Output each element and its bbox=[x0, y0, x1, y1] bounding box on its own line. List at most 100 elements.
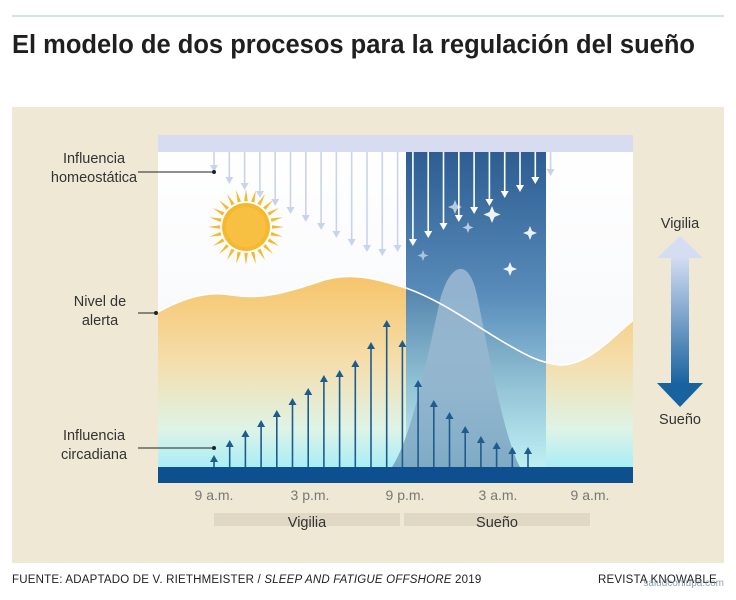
down-arrow-head bbox=[485, 199, 494, 206]
down-arrow-head bbox=[210, 165, 218, 172]
x-tick-label: 9 a.m. bbox=[570, 487, 610, 503]
up-arrow-head bbox=[367, 342, 375, 349]
x-tick-label: 3 a.m. bbox=[478, 487, 518, 503]
up-arrow-head bbox=[429, 400, 438, 407]
top-rule bbox=[12, 15, 724, 17]
homeostatic-label-line1: Influencia bbox=[62, 151, 126, 167]
baseline-bar bbox=[158, 467, 633, 483]
sun-ray bbox=[251, 251, 256, 264]
down-arrow-head bbox=[470, 207, 479, 214]
source-year: 2019 bbox=[451, 574, 482, 586]
sun-ray bbox=[208, 225, 221, 229]
up-arrow-head bbox=[524, 447, 532, 454]
down-arrow-head bbox=[301, 215, 310, 222]
sun-ray bbox=[257, 194, 265, 206]
down-arrow-head bbox=[225, 177, 234, 184]
sun-icon bbox=[208, 189, 284, 265]
down-arrow-head bbox=[424, 231, 433, 238]
up-arrow-head bbox=[492, 442, 501, 449]
down-arrow-head bbox=[516, 185, 524, 192]
alertness-label-line1: Nivel de bbox=[73, 294, 127, 310]
sun-ray bbox=[270, 217, 283, 222]
down-arrow-head bbox=[255, 191, 264, 198]
x-tick-label: 3 p.m. bbox=[290, 487, 330, 503]
source-prefix: FUENTE: ADAPTADO DE V. RIETHMEISTER / bbox=[12, 574, 265, 586]
sleep-band bbox=[404, 513, 590, 526]
up-arrow-head bbox=[319, 375, 328, 382]
down-arrow-head bbox=[408, 239, 417, 246]
down-arrow-head bbox=[332, 231, 341, 238]
up-arrow-icon bbox=[657, 236, 703, 258]
down-arrow-icon bbox=[657, 383, 703, 407]
sun-ray bbox=[263, 244, 273, 254]
homeostatic-label-line2: homeostática bbox=[50, 170, 138, 186]
publisher-credit: REVISTA KNOWABLE bbox=[598, 574, 717, 586]
down-arrow-head bbox=[500, 191, 509, 198]
sun-ray bbox=[209, 217, 222, 222]
x-tick-label: 9 p.m. bbox=[385, 487, 425, 503]
sun-ray bbox=[263, 200, 273, 210]
down-arrow-head bbox=[378, 249, 387, 256]
down-arrow-head bbox=[271, 199, 280, 206]
alertness-label-line2: alerta bbox=[81, 313, 119, 329]
page-title: El modelo de dos procesos para la regula… bbox=[12, 31, 696, 59]
circadian-label: Influencia circadiana bbox=[44, 427, 144, 465]
up-arrow-head bbox=[476, 436, 485, 443]
source-credit: FUENTE: ADAPTADO DE V. RIETHMEISTER / SL… bbox=[12, 574, 481, 586]
homeostatic-band bbox=[158, 135, 633, 152]
scale-top-label: Vigilia bbox=[660, 216, 700, 232]
down-arrow-head bbox=[531, 177, 540, 184]
sleep-band-label: Sueño bbox=[476, 515, 518, 531]
up-arrow-head bbox=[288, 398, 297, 405]
wake-sleep-scale bbox=[657, 236, 703, 407]
sun-ray bbox=[244, 252, 248, 265]
up-arrow-head bbox=[272, 410, 281, 417]
up-arrow-head bbox=[351, 360, 360, 367]
scale-bottom-label: Sueño bbox=[659, 412, 701, 428]
sun-ray bbox=[244, 189, 248, 202]
wake-band-label: Vigilia bbox=[287, 515, 327, 531]
up-arrow-head bbox=[508, 447, 517, 454]
up-arrow-head bbox=[398, 340, 407, 347]
sun-ray bbox=[213, 208, 225, 216]
down-arrow-head bbox=[439, 223, 448, 230]
sun-ray bbox=[227, 248, 235, 260]
sun-ray bbox=[213, 238, 225, 246]
alertness-curve bbox=[158, 275, 633, 366]
up-arrow-head bbox=[241, 430, 250, 437]
wake-band bbox=[214, 513, 400, 526]
leader-lines bbox=[138, 171, 214, 449]
sun-ray bbox=[219, 244, 229, 254]
up-arrow-head bbox=[257, 420, 266, 427]
night-sky-decor bbox=[417, 200, 537, 276]
circadian-label-line1: Influencia bbox=[62, 428, 126, 444]
up-arrow-head bbox=[382, 320, 391, 327]
sun-ray bbox=[236, 251, 241, 264]
sun-ray bbox=[251, 190, 256, 203]
down-arrow-head bbox=[347, 239, 356, 246]
circadian-label-line2: circadiana bbox=[60, 447, 128, 463]
sun-ray bbox=[267, 238, 279, 246]
down-arrow-head bbox=[286, 207, 295, 214]
down-arrow-head bbox=[363, 245, 371, 252]
sun-ray bbox=[209, 232, 222, 237]
source-title: SLEEP AND FATIGUE OFFSHORE bbox=[264, 574, 452, 586]
down-arrow-head bbox=[317, 223, 326, 230]
sun-ray bbox=[227, 194, 235, 206]
watermark: saludconlupa.com bbox=[643, 578, 724, 589]
sun-ray bbox=[271, 225, 284, 229]
circadian-arrows bbox=[210, 320, 532, 467]
up-arrow-head bbox=[445, 412, 454, 419]
down-arrow-head bbox=[546, 169, 555, 176]
down-arrow-head bbox=[454, 215, 463, 222]
alertness-label: Nivel de alerta bbox=[50, 293, 150, 331]
homeostatic-label: Influencia homeostática bbox=[44, 150, 144, 188]
circadian-peak bbox=[392, 268, 520, 467]
up-arrow-head bbox=[335, 370, 344, 377]
up-arrow-head bbox=[210, 455, 218, 462]
sun-ray bbox=[257, 248, 265, 260]
star-icon bbox=[417, 200, 537, 276]
up-arrow-head bbox=[225, 440, 234, 447]
homeostatic-arrows bbox=[210, 152, 555, 256]
down-arrow-head bbox=[393, 245, 402, 252]
